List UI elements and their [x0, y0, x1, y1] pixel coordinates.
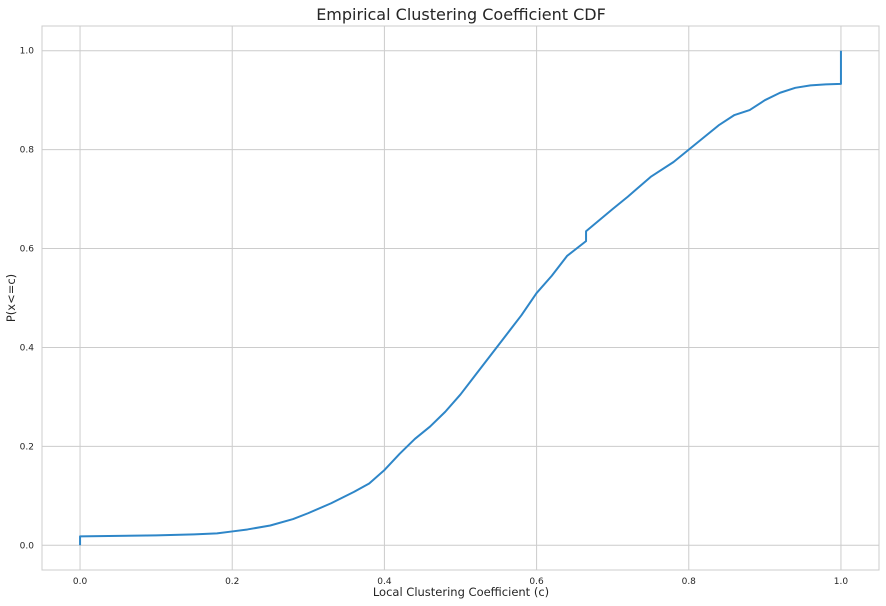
x-tick-label: 0.6	[529, 577, 544, 587]
x-tick-label: 1.0	[834, 577, 849, 587]
x-axis-label: Local Clustering Coefficient (c)	[373, 585, 549, 599]
y-tick-label: 0.0	[20, 541, 35, 551]
x-tick-label: 0.8	[682, 577, 697, 587]
x-tick-label: 0.4	[377, 577, 392, 587]
y-tick-label: 1.0	[20, 47, 35, 57]
chart-title: Empirical Clustering Coefficient CDF	[316, 5, 606, 24]
x-tick-labels: 0.0 0.2 0.4 0.6 0.8 1.0	[73, 577, 848, 587]
y-tick-label: 0.4	[20, 343, 35, 353]
y-axis-label: P(x<=c)	[4, 274, 18, 322]
cdf-series-line	[79, 50, 842, 546]
x-tick-label: 0.0	[73, 577, 88, 587]
grid	[42, 26, 879, 570]
y-tick-label: 0.2	[20, 442, 34, 452]
y-tick-label: 0.6	[20, 245, 35, 255]
plot-frame	[41, 25, 880, 571]
series-layer	[79, 50, 842, 546]
y-tick-label: 0.8	[20, 146, 35, 156]
y-tick-labels: 0.0 0.2 0.4 0.6 0.8 1.0	[20, 47, 35, 552]
x-tick-label: 0.2	[225, 577, 239, 587]
